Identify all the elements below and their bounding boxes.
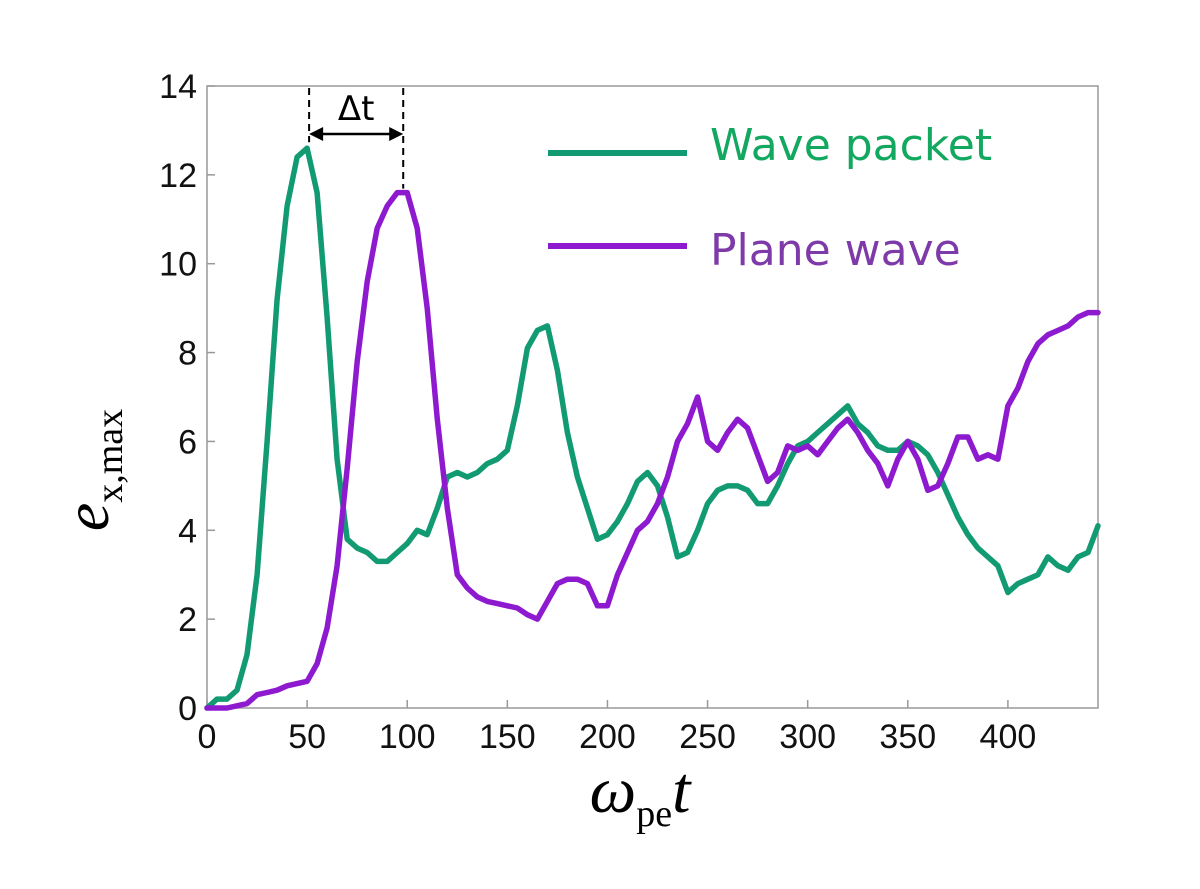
legend: Wave packet Plane wave	[548, 120, 992, 276]
delta-t-arrowhead-left	[309, 127, 324, 141]
delta-t-arrowhead-right	[389, 127, 404, 141]
legend-label-wave-packet: Wave packet	[710, 120, 992, 171]
x-axis-label-main: ω	[590, 754, 637, 827]
x-tick-label-50: 50	[288, 718, 326, 756]
y-tick-label-0: 0	[178, 690, 197, 728]
y-tick-label-12: 12	[159, 157, 197, 195]
legend-label-plane-wave: Plane wave	[710, 225, 961, 276]
x-tick-label-250: 250	[679, 718, 736, 756]
x-tick-label-350: 350	[879, 718, 936, 756]
x-tick-label-300: 300	[779, 718, 836, 756]
delta-t-label: Δt	[338, 89, 375, 129]
y-tick-label-10: 10	[159, 246, 197, 284]
plot-frame	[206, 85, 1099, 709]
x-axis: 0 50 100 150 200 250 300 350 400	[198, 700, 1037, 756]
y-tick-label-2: 2	[178, 601, 197, 639]
y-axis-label-sub: x,max	[89, 409, 131, 503]
x-tick-label-0: 0	[198, 718, 217, 756]
series-line-wave-packet	[204, 145, 1101, 711]
x-tick-label-150: 150	[479, 718, 536, 756]
y-tick-label-14: 14	[159, 68, 197, 106]
y-axis: 0 2 4 6 8 10 12 14	[159, 68, 215, 728]
x-axis-label: ωpet	[590, 754, 692, 835]
y-tick-label-4: 4	[178, 512, 197, 550]
x-tick-label-400: 400	[980, 718, 1037, 756]
x-tick-label-200: 200	[579, 718, 636, 756]
x-axis-label-tail: t	[672, 754, 692, 827]
y-tick-label-8: 8	[178, 335, 197, 373]
series-line-plane-wave	[204, 189, 1101, 711]
x-axis-label-sub: pe	[636, 793, 672, 835]
y-axis-label: ex,max	[51, 409, 131, 531]
x-tick-label-100: 100	[379, 718, 436, 756]
y-axis-label-main: e	[51, 503, 122, 531]
delta-t-annotation: Δt	[308, 88, 405, 189]
y-tick-label-6: 6	[178, 423, 197, 461]
series-layer	[204, 145, 1101, 711]
